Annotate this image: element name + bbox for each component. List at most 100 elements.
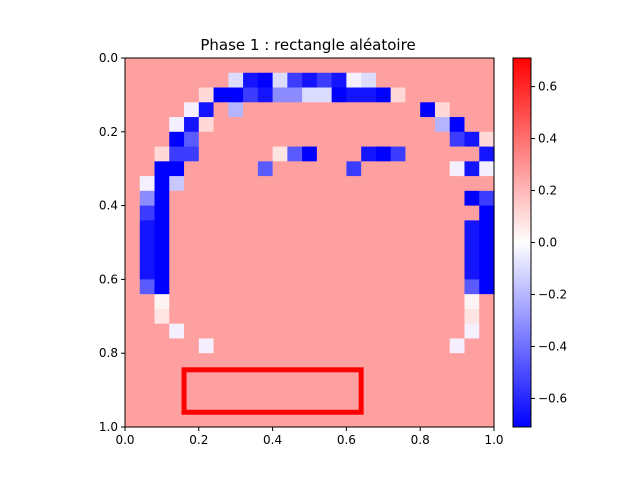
heatmap-cell (449, 249, 466, 266)
heatmap-cell (361, 146, 377, 162)
heatmap-cell (228, 353, 244, 369)
heatmap-cell (434, 146, 451, 162)
heatmap-cell (139, 102, 156, 118)
heatmap-cell (287, 102, 303, 118)
heatmap-cell (228, 294, 244, 310)
heatmap-cell (228, 308, 244, 325)
heatmap-cell (139, 87, 156, 103)
heatmap-cell (213, 58, 229, 74)
heatmap-cell (361, 205, 377, 221)
heatmap-cell (257, 323, 274, 340)
heatmap-cell (287, 412, 303, 428)
heatmap-cell (331, 264, 347, 280)
heatmap-cell (198, 323, 215, 340)
heatmap-cell (228, 279, 244, 295)
heatmap-cell (434, 353, 451, 369)
heatmap-cell (316, 323, 333, 340)
heatmap-cell (184, 323, 200, 340)
heatmap-cell (405, 131, 421, 148)
heatmap-cell (420, 397, 436, 413)
heatmap-cell (154, 176, 170, 192)
heatmap-cell (331, 323, 347, 340)
heatmap-cell (331, 87, 347, 103)
heatmap-cell (361, 220, 377, 236)
heatmap-cell (464, 294, 480, 310)
heatmap-cell (420, 205, 436, 221)
heatmap-cell (420, 176, 436, 192)
heatmap-cell (346, 190, 362, 207)
heatmap-cell (139, 190, 156, 207)
heatmap-cell (449, 353, 466, 369)
y-axis-ticks: 0.0 0.2 0.4 0.6 0.8 1.0 (99, 51, 125, 434)
heatmap-cell (228, 235, 244, 251)
heatmap-cell (405, 264, 421, 280)
x-tick-label: 0.6 (337, 433, 356, 447)
heatmap-cell (361, 382, 377, 399)
heatmap-cell (449, 131, 466, 148)
heatmap-cell (154, 397, 170, 413)
heatmap-cell (331, 294, 347, 310)
heatmap-cell (331, 220, 347, 236)
heatmap-cell (405, 102, 421, 118)
heatmap-cell (302, 353, 318, 369)
heatmap-cell (154, 338, 170, 354)
heatmap-cell (464, 205, 480, 221)
heatmap-cell (213, 161, 229, 177)
heatmap-cell (302, 294, 318, 310)
heatmap-cell (375, 235, 392, 251)
heatmap-cell (169, 382, 185, 399)
heatmap-cell (198, 176, 215, 192)
heatmap-cell (169, 146, 185, 162)
heatmap-cell (287, 338, 303, 354)
heatmap-cell (154, 117, 170, 133)
heatmap-cell (375, 279, 392, 295)
heatmap-cell (243, 412, 259, 428)
heatmap-cell (213, 235, 229, 251)
heatmap-cell (479, 117, 495, 133)
heatmap-cell (154, 249, 170, 266)
heatmap-cell (390, 205, 407, 221)
heatmap-cell (287, 205, 303, 221)
heatmap-cell (479, 382, 495, 399)
heatmap-cell (331, 102, 347, 118)
heatmap-cell (154, 205, 170, 221)
heatmap-cell (302, 249, 318, 266)
heatmap-cell (346, 338, 362, 354)
heatmap-cell (346, 264, 362, 280)
heatmap-cell (154, 161, 170, 177)
heatmap-cell (198, 397, 215, 413)
heatmap-cell (257, 205, 274, 221)
heatmap-cell (464, 131, 480, 148)
heatmap-cell (243, 264, 259, 280)
heatmap-cell (272, 131, 288, 148)
heatmap-cell (213, 220, 229, 236)
heatmap-cell (169, 412, 185, 428)
heatmap-cell (257, 220, 274, 236)
heatmap-cell (361, 397, 377, 413)
heatmap-cell (361, 249, 377, 266)
heatmap-cell (361, 72, 377, 89)
heatmap-cell (331, 397, 347, 413)
heatmap-cell (316, 249, 333, 266)
heatmap-cell (198, 294, 215, 310)
heatmap-cell (390, 58, 407, 74)
heatmap-cell (375, 338, 392, 354)
heatmap-cell (316, 190, 333, 207)
heatmap-cell (302, 146, 318, 162)
heatmap-cell (228, 323, 244, 340)
heatmap-cell (184, 176, 200, 192)
heatmap-cell (213, 131, 229, 148)
heatmap-cell (346, 146, 362, 162)
x-tick-label: 0.0 (115, 433, 134, 447)
heatmap-cell (331, 131, 347, 148)
heatmap-cell (125, 382, 141, 399)
heatmap-cell (184, 190, 200, 207)
heatmap-cell (434, 220, 451, 236)
heatmap-cell (375, 72, 392, 89)
heatmap-cell (331, 382, 347, 399)
heatmap-cell (464, 176, 480, 192)
heatmap-cell (287, 131, 303, 148)
heatmap-cell (169, 235, 185, 251)
x-tick-label: 0.2 (189, 433, 208, 447)
